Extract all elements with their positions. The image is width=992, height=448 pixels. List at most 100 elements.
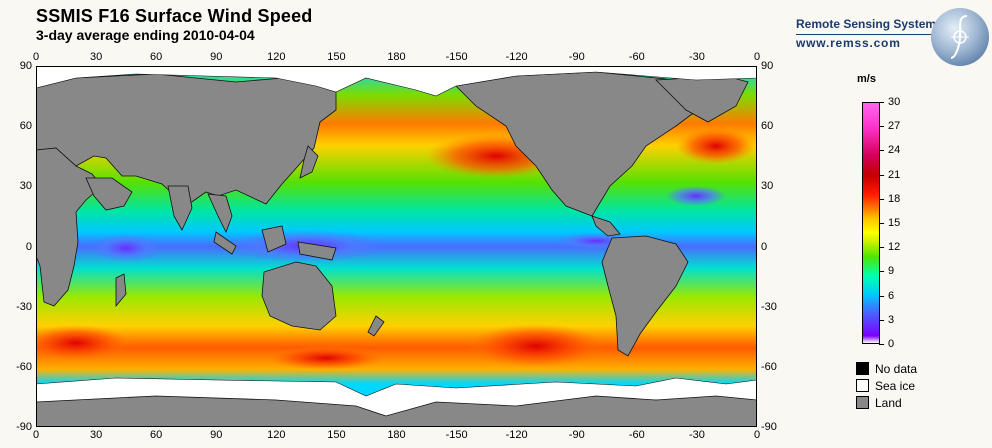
legend-item: Land — [856, 396, 902, 409]
legend-item: No data — [856, 362, 917, 375]
y-tick-label-right: 90 — [761, 60, 774, 72]
x-tick-label-top: 30 — [89, 51, 103, 63]
brand-block: Remote Sensing Systems www.remss.com — [796, 17, 946, 50]
colorbar-tick-label: 15 — [888, 217, 901, 229]
high-wind-north-atlantic — [676, 128, 756, 164]
sumatra-landmass — [213, 231, 237, 255]
x-tick-label-bottom: 0 — [753, 429, 761, 441]
australia-landmass — [261, 261, 337, 331]
colorbar-tick-mark — [879, 344, 884, 345]
legend-swatch — [856, 396, 869, 409]
y-tick-label-right: -90 — [761, 421, 777, 433]
y-tick-label-left: -30 — [16, 300, 32, 313]
y-tick-label-right: 30 — [761, 180, 774, 193]
colorbar-unit-label: m/s — [857, 73, 876, 85]
colorbar-tick-label: 12 — [888, 241, 901, 254]
x-tick-label-top: 0 — [753, 51, 761, 63]
japan-landmass — [299, 145, 319, 179]
colorbar-tick-mark — [879, 198, 884, 200]
x-tick-label-bottom: 30 — [89, 429, 103, 441]
colorbar-tick-mark — [879, 319, 884, 321]
colorbar-tick-label: 27 — [888, 120, 901, 133]
brand-name: Remote Sensing Systems — [796, 17, 943, 31]
colorbar-tick-mark — [879, 271, 884, 273]
colorbar-tick-label: 30 — [888, 96, 901, 108]
brand-url[interactable]: www.remss.com — [796, 36, 901, 50]
x-tick-label-bottom: 60 — [150, 429, 163, 441]
x-tick-label-top: -90 — [568, 51, 585, 63]
colorbar-tick-mark — [879, 150, 884, 152]
borneo-landmass — [261, 225, 287, 253]
colorbar-tick-label: 21 — [888, 168, 901, 181]
y-tick-label-left: -90 — [16, 421, 32, 433]
y-tick-label-left: 90 — [19, 60, 32, 72]
y-tick-label-left: 0 — [25, 240, 32, 253]
x-tick-label-bottom: 180 — [387, 429, 406, 441]
low-wind-atlantic — [666, 186, 726, 206]
colorbar-tick-label: 0 — [888, 338, 895, 350]
new-guinea-landmass — [297, 241, 337, 261]
y-tick-label-left: -60 — [16, 360, 32, 373]
x-tick-label-top: -150 — [445, 51, 468, 63]
high-wind-south-pacific — [466, 324, 606, 368]
x-tick-label-top: 90 — [210, 51, 223, 63]
colorbar-tick-mark — [879, 102, 884, 103]
legend-item: Sea ice — [856, 379, 915, 392]
colorbar-tick-mark — [879, 223, 884, 224]
antarctica-landmass — [36, 395, 757, 427]
y-tick-label-right: 0 — [761, 240, 768, 253]
north-america-landmass — [455, 71, 717, 217]
x-tick-label-bottom: -30 — [688, 429, 705, 441]
colorbar-tick-mark — [879, 247, 884, 249]
colorbar-tick-mark — [879, 295, 884, 297]
x-tick-label-top: 0 — [32, 51, 40, 63]
x-tick-label-top: 150 — [327, 51, 346, 63]
colorbar-tick-mark — [879, 126, 884, 128]
map-frame — [36, 66, 757, 427]
x-tick-label-top: -120 — [505, 51, 528, 63]
x-tick-label-bottom: -60 — [628, 429, 645, 441]
high-wind-south-atlantic — [266, 346, 386, 370]
low-wind-indian-ocean — [91, 234, 161, 262]
x-tick-label-bottom: -90 — [568, 429, 585, 441]
y-tick-label-left: 30 — [19, 180, 32, 193]
x-tick-label-bottom: 0 — [32, 429, 40, 441]
colorbar-tick-label: 24 — [888, 144, 901, 157]
legend-label: No data — [875, 362, 918, 376]
legend-label: Land — [875, 396, 902, 410]
y-tick-label-right: 60 — [761, 120, 774, 133]
colorbar — [862, 102, 880, 344]
africa-landmass — [36, 147, 103, 307]
colorbar-tick-label: 18 — [888, 192, 901, 205]
colorbar-tick-label: 3 — [888, 313, 895, 326]
central-america-landmass — [591, 215, 621, 237]
new-zealand-landmass — [367, 315, 385, 337]
x-tick-label-top: -30 — [688, 51, 705, 63]
colorbar-tick-mark — [879, 174, 884, 176]
page-title: SSMIS F16 Surface Wind Speed — [36, 6, 313, 26]
x-tick-label-top: 60 — [150, 51, 163, 63]
colorbar-tick-label: 9 — [888, 265, 895, 278]
colorbar-tick-label: 6 — [888, 289, 895, 302]
x-tick-label-top: 120 — [267, 51, 286, 63]
arctic-sea-ice — [36, 66, 757, 97]
x-tick-label-top: 180 — [387, 51, 406, 63]
x-tick-label-bottom: 150 — [327, 429, 346, 441]
x-tick-label-bottom: -150 — [445, 429, 468, 441]
page-subtitle: 3-day average ending 2010-04-04 — [36, 27, 255, 43]
x-tick-label-bottom: 120 — [267, 429, 286, 441]
arabia-landmass — [85, 177, 133, 211]
legend-swatch — [856, 379, 869, 392]
southeast-asia-landmass — [207, 193, 233, 233]
legend-label: Sea ice — [875, 379, 916, 393]
madagascar-landmass — [115, 273, 127, 308]
x-tick-label-bottom: -120 — [505, 429, 528, 441]
india-landmass — [167, 185, 193, 231]
globe-logo-icon — [931, 8, 989, 66]
wind-speed-map — [36, 66, 757, 427]
y-tick-label-right: -60 — [761, 360, 777, 373]
south-america-landmass — [601, 235, 689, 357]
brand-divider — [796, 34, 946, 35]
legend-swatch — [856, 362, 869, 375]
y-tick-label-right: -30 — [761, 300, 777, 313]
